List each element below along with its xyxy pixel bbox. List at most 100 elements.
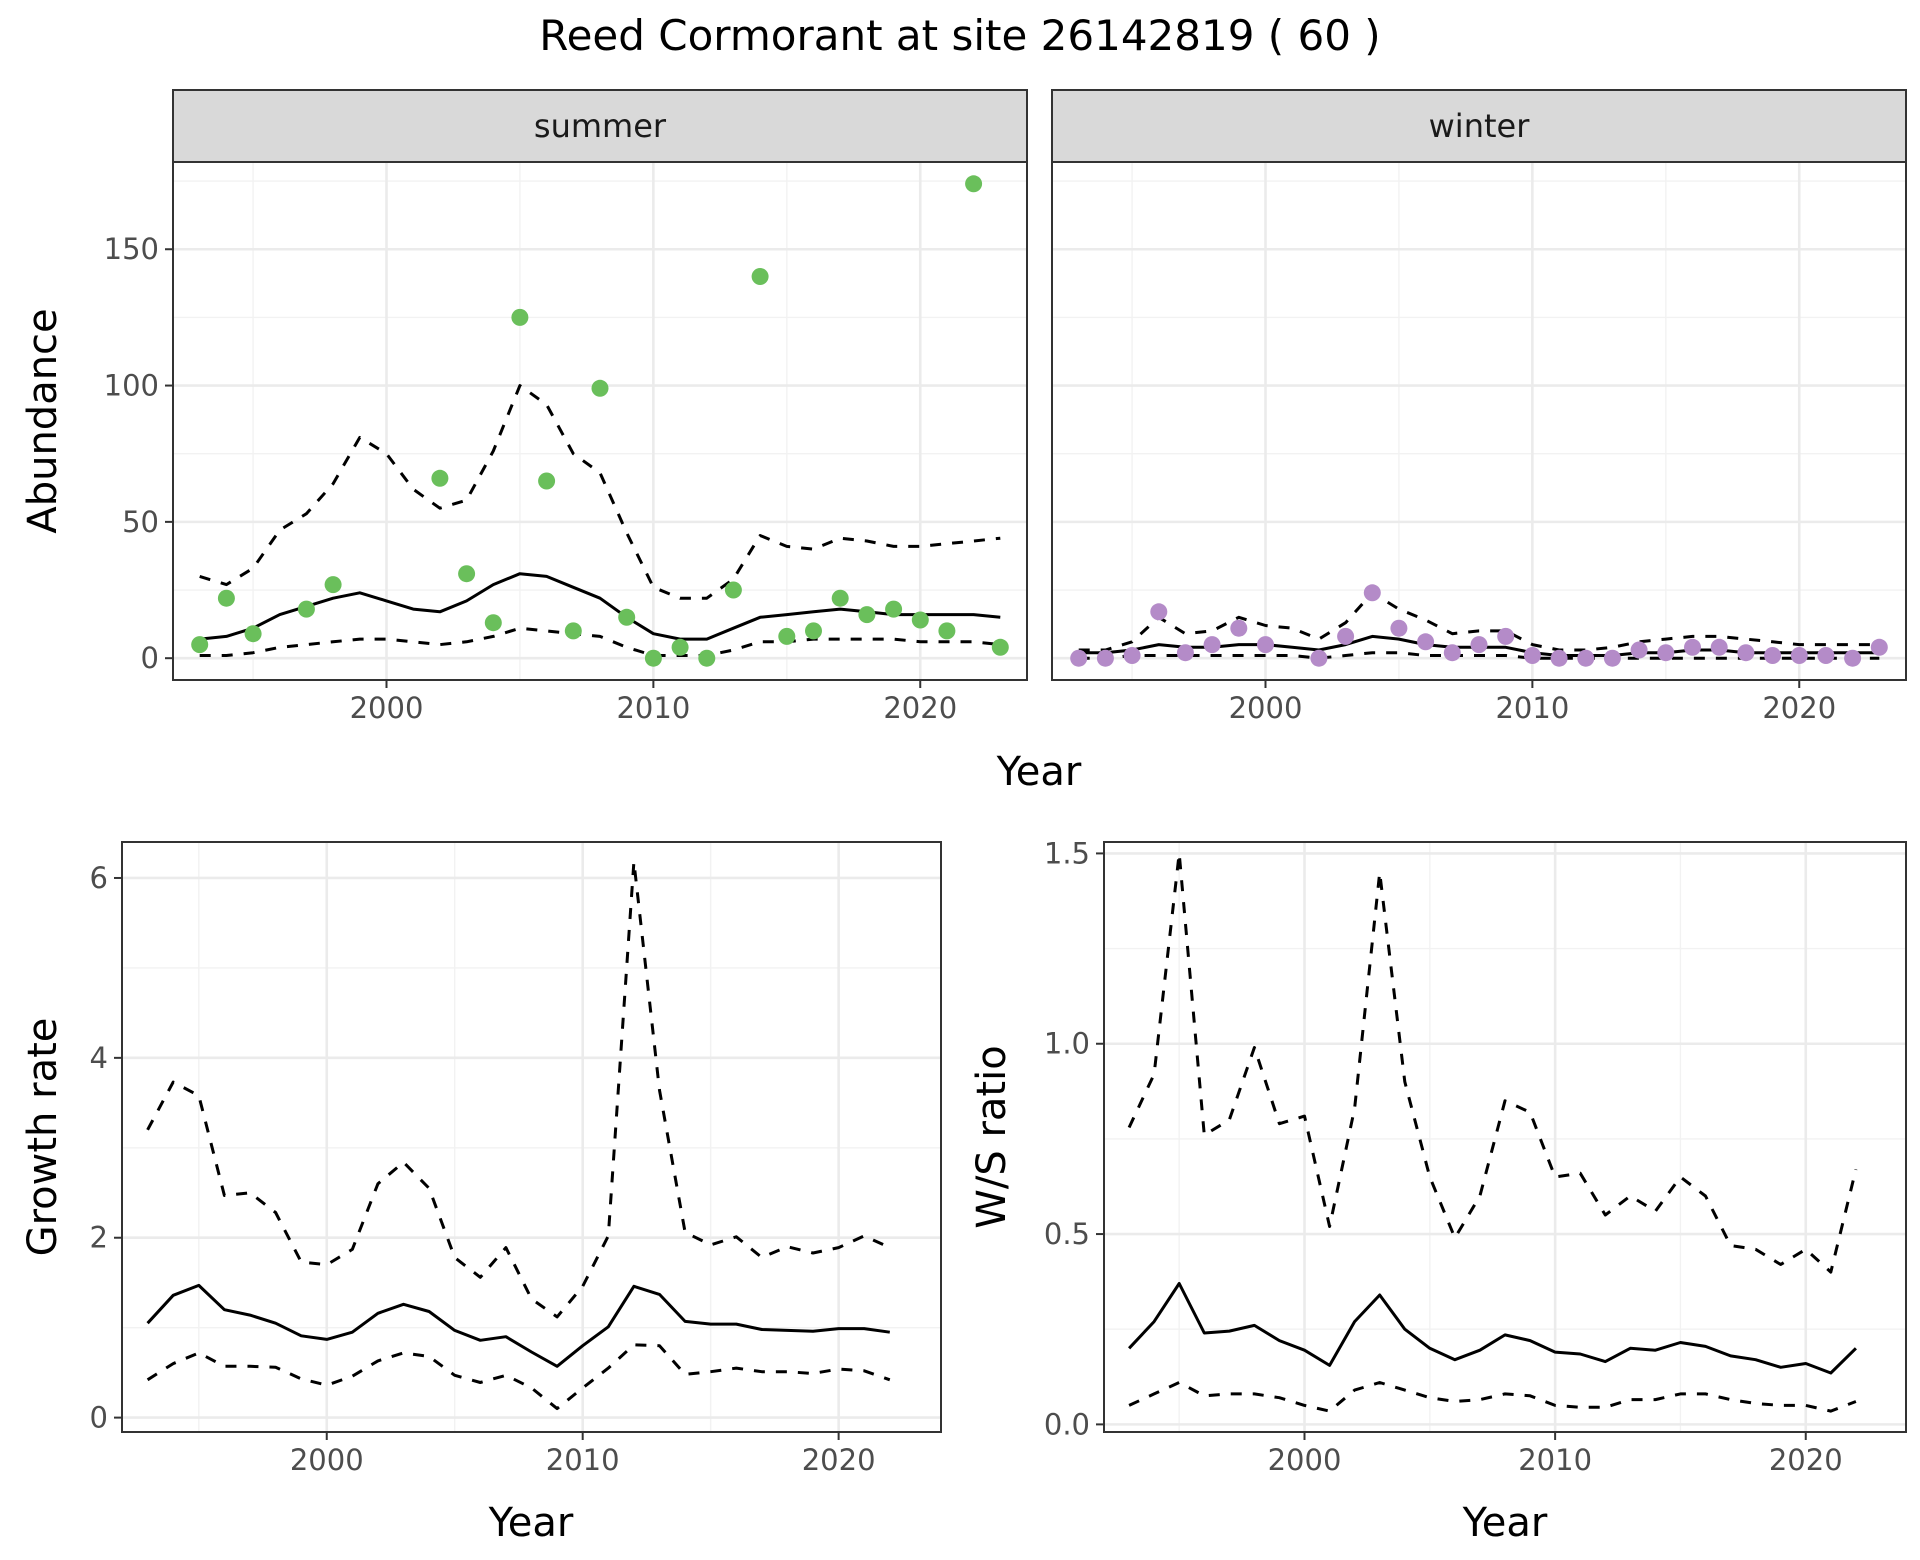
y-tick-label: 150	[104, 232, 159, 266]
data-point	[1630, 641, 1648, 659]
data-point	[458, 565, 476, 583]
data-point	[618, 608, 636, 626]
data-point	[1310, 649, 1328, 667]
data-point	[1150, 603, 1168, 621]
data-point	[591, 379, 609, 397]
data-point	[1257, 636, 1274, 654]
panel-border	[1051, 161, 1907, 681]
ws-ratio-y-axis-title: W/S ratio	[969, 1045, 1015, 1228]
data-point	[324, 576, 342, 594]
data-point	[1870, 638, 1888, 656]
y-tick-label: 0.5	[1044, 1217, 1090, 1251]
data-point	[965, 175, 983, 193]
x-tick-label: 2000	[350, 691, 424, 725]
x-tick-label: 2020	[1762, 691, 1836, 725]
x-tick-label: 2020	[883, 691, 957, 725]
abundance-panel-summer: 2000 2010 2020 0 50 100 150 summer	[104, 89, 1028, 725]
abundance-x-axis-title: Year	[996, 749, 1082, 795]
y-tick-label: 6	[90, 861, 108, 895]
panel-border	[121, 841, 942, 1433]
y-tick-label: 0	[90, 1401, 108, 1435]
data-point	[1390, 619, 1408, 637]
data-point	[1603, 649, 1621, 667]
data-point	[1176, 644, 1194, 662]
y-tick-label: 100	[104, 369, 159, 403]
panel-border	[1103, 841, 1907, 1433]
data-point	[671, 638, 689, 656]
data-point	[244, 625, 262, 643]
data-point	[297, 600, 315, 618]
estimate-line	[199, 572, 1001, 641]
data-point	[778, 627, 796, 645]
data-point	[1470, 636, 1488, 654]
data-point	[911, 611, 929, 629]
estimate-line	[1128, 1282, 1857, 1375]
abundance-y-axis-title: Abundance	[20, 308, 66, 533]
facet-strip	[172, 89, 1028, 163]
facet-strip	[1051, 89, 1907, 163]
data-point	[1577, 649, 1595, 667]
upper-ci-line	[1078, 591, 1880, 652]
data-point	[1817, 647, 1835, 664]
growth-rate-x-axis-title: Year	[488, 1500, 574, 1546]
data-point	[191, 636, 209, 654]
lower-ci-line	[1128, 1381, 1857, 1413]
x-tick-label: 2000	[1268, 1443, 1342, 1477]
y-tick-label: 4	[90, 1041, 108, 1075]
data-point	[1684, 638, 1701, 656]
x-tick-label: 2010	[1518, 1443, 1592, 1477]
y-tick-label: 2	[90, 1221, 108, 1255]
data-point	[431, 469, 449, 487]
data-point	[484, 614, 502, 632]
x-tick-label: 2010	[1495, 691, 1569, 725]
estimate-line	[146, 1283, 891, 1368]
data-point	[564, 622, 582, 640]
data-point	[1443, 644, 1461, 662]
data-point	[1417, 633, 1435, 651]
data-point	[511, 308, 529, 326]
growth-rate-panel: 2000 2010 2020 0 2 4 6	[90, 841, 942, 1477]
upper-ci-line	[1127, 851, 1858, 1274]
facet-strip-label: summer	[534, 107, 667, 145]
data-point	[1363, 584, 1381, 602]
data-point	[1710, 638, 1728, 656]
figure-title: Reed Cormorant at site 26142819 ( 60 )	[539, 11, 1380, 60]
data-point	[1844, 649, 1862, 667]
data-point	[538, 472, 556, 490]
data-point	[1737, 644, 1755, 662]
x-tick-label: 2010	[546, 1443, 620, 1477]
abundance-panel-winter: 2000 2010 2020 winter	[1051, 89, 1907, 725]
panel-border	[172, 161, 1028, 681]
facet-strip-label: winter	[1429, 107, 1531, 145]
data-point	[991, 638, 1009, 656]
data-point	[217, 589, 235, 607]
y-tick-label: 1.0	[1044, 1027, 1090, 1061]
growth-rate-y-axis-title: Growth rate	[20, 1018, 66, 1257]
data-point	[1337, 627, 1355, 645]
y-tick-label: 0.0	[1044, 1407, 1090, 1441]
data-point	[1230, 619, 1248, 637]
data-point	[1070, 649, 1088, 667]
data-point	[1497, 627, 1515, 645]
data-point	[1550, 649, 1568, 667]
lower-ci-line	[199, 626, 1001, 657]
y-tick-label: 50	[122, 505, 159, 539]
data-point	[858, 606, 876, 624]
upper-ci-line	[146, 860, 891, 1319]
y-tick-label: 0	[141, 641, 159, 675]
lower-ci-line	[146, 1343, 891, 1411]
data-point	[831, 589, 849, 607]
x-tick-label: 2000	[1229, 691, 1303, 725]
data-point	[751, 268, 769, 285]
data-point	[1764, 647, 1782, 664]
data-point	[1123, 647, 1141, 664]
x-tick-label: 2010	[616, 691, 690, 725]
data-point	[698, 649, 716, 667]
x-tick-label: 2020	[802, 1443, 876, 1477]
data-point	[805, 622, 822, 640]
data-point	[885, 600, 903, 618]
data-point	[724, 581, 742, 599]
y-tick-label: 1.5	[1044, 836, 1090, 870]
data-point	[1096, 649, 1114, 667]
